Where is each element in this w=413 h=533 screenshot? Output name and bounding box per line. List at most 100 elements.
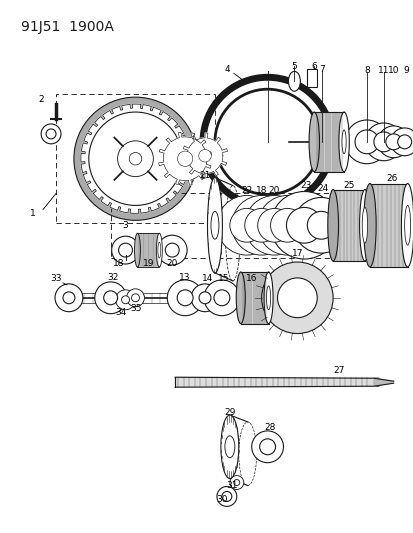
- Circle shape: [306, 212, 335, 239]
- Text: 35: 35: [131, 304, 142, 313]
- Polygon shape: [158, 132, 211, 185]
- Circle shape: [251, 431, 283, 463]
- Circle shape: [103, 291, 117, 305]
- Circle shape: [121, 296, 129, 304]
- Text: 33: 33: [50, 274, 62, 284]
- Circle shape: [364, 123, 402, 161]
- Circle shape: [63, 292, 75, 304]
- Circle shape: [117, 141, 153, 176]
- Circle shape: [41, 124, 61, 144]
- Text: 6: 6: [311, 62, 316, 71]
- Circle shape: [373, 132, 393, 152]
- Circle shape: [199, 292, 211, 304]
- Circle shape: [216, 196, 276, 255]
- Circle shape: [216, 487, 236, 506]
- Ellipse shape: [156, 233, 162, 267]
- Circle shape: [115, 290, 135, 310]
- Bar: [56, 94, 214, 223]
- Ellipse shape: [401, 183, 413, 267]
- Text: 32: 32: [107, 273, 118, 282]
- Text: 34: 34: [115, 308, 126, 317]
- Circle shape: [229, 475, 243, 489]
- Circle shape: [204, 280, 239, 316]
- Circle shape: [244, 208, 278, 242]
- Circle shape: [157, 235, 187, 265]
- Circle shape: [191, 284, 218, 312]
- Circle shape: [270, 208, 304, 242]
- Circle shape: [231, 196, 291, 255]
- Circle shape: [167, 280, 202, 316]
- Circle shape: [397, 135, 411, 149]
- Polygon shape: [175, 377, 378, 387]
- Ellipse shape: [363, 183, 375, 267]
- Text: 30: 30: [216, 495, 227, 504]
- Circle shape: [126, 289, 144, 306]
- Ellipse shape: [404, 205, 410, 245]
- Text: 18: 18: [113, 259, 124, 268]
- Text: 21: 21: [199, 171, 210, 180]
- Circle shape: [214, 290, 229, 306]
- Circle shape: [221, 491, 231, 502]
- Text: 19: 19: [142, 259, 154, 268]
- Bar: [369, 183, 407, 267]
- Text: 20: 20: [268, 186, 280, 195]
- Polygon shape: [373, 378, 393, 386]
- Text: 3: 3: [122, 221, 128, 230]
- Bar: [110, 193, 373, 258]
- Circle shape: [259, 439, 275, 455]
- Circle shape: [244, 196, 304, 255]
- Circle shape: [354, 130, 378, 154]
- Ellipse shape: [207, 177, 222, 273]
- Circle shape: [129, 152, 141, 165]
- Text: 91J51  1900A: 91J51 1900A: [21, 20, 114, 34]
- Ellipse shape: [327, 190, 338, 261]
- Circle shape: [74, 97, 197, 220]
- Circle shape: [177, 151, 192, 166]
- Ellipse shape: [359, 190, 369, 261]
- Polygon shape: [182, 133, 227, 179]
- Circle shape: [112, 236, 139, 264]
- Text: 8: 8: [363, 66, 369, 75]
- Circle shape: [385, 134, 401, 150]
- Circle shape: [377, 126, 408, 158]
- Text: 18: 18: [255, 186, 267, 195]
- Circle shape: [55, 284, 83, 312]
- Circle shape: [257, 196, 316, 255]
- Ellipse shape: [224, 436, 234, 458]
- Ellipse shape: [221, 415, 238, 479]
- Ellipse shape: [361, 207, 367, 243]
- Text: 7: 7: [318, 65, 324, 74]
- Text: 29: 29: [223, 408, 235, 416]
- Text: 28: 28: [263, 423, 275, 432]
- Text: 17: 17: [291, 248, 302, 257]
- Text: 9: 9: [403, 66, 408, 75]
- Circle shape: [229, 208, 263, 242]
- Text: 22: 22: [240, 186, 252, 195]
- Circle shape: [118, 243, 132, 257]
- Ellipse shape: [309, 112, 319, 172]
- Ellipse shape: [288, 71, 300, 91]
- Circle shape: [293, 197, 348, 253]
- Text: 24: 24: [317, 184, 328, 193]
- Bar: [306, 69, 316, 87]
- Bar: [313, 112, 343, 172]
- Circle shape: [270, 191, 337, 259]
- Circle shape: [233, 480, 239, 486]
- Bar: [137, 233, 159, 267]
- Circle shape: [261, 262, 332, 334]
- Circle shape: [95, 282, 126, 314]
- Circle shape: [344, 120, 388, 164]
- Text: 25: 25: [342, 181, 354, 190]
- Circle shape: [177, 290, 192, 306]
- Text: 15: 15: [218, 274, 229, 284]
- Ellipse shape: [236, 272, 244, 324]
- Text: 1: 1: [30, 209, 36, 218]
- Circle shape: [257, 208, 291, 242]
- Text: 31: 31: [225, 481, 237, 490]
- Circle shape: [198, 149, 211, 162]
- Polygon shape: [90, 113, 181, 205]
- Bar: [240, 272, 268, 324]
- Text: 4: 4: [225, 65, 230, 74]
- Text: 13: 13: [179, 273, 190, 282]
- Text: 14: 14: [202, 274, 213, 284]
